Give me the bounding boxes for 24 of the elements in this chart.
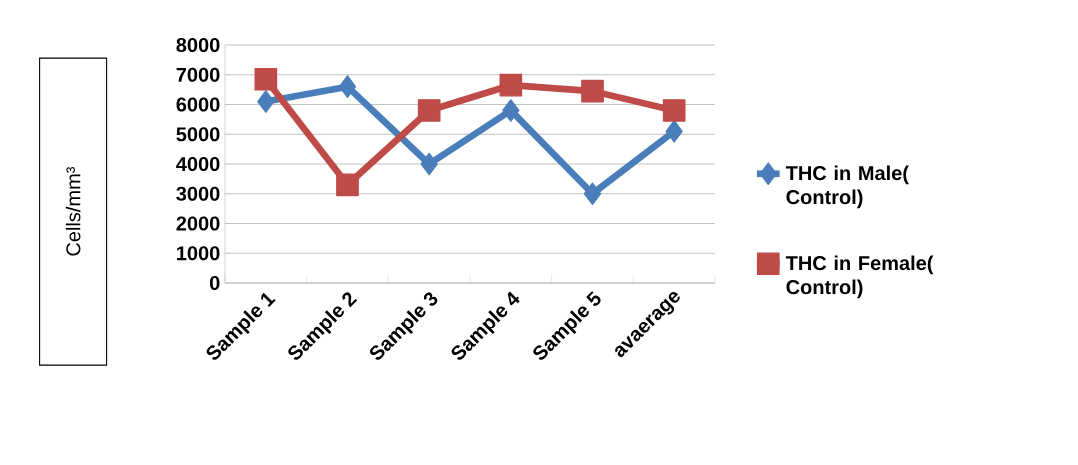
y-tick-label: 4000 xyxy=(176,156,220,172)
point xyxy=(502,99,520,122)
y-tick-label: 1000 xyxy=(177,246,220,261)
point xyxy=(336,173,359,197)
point xyxy=(420,152,438,176)
legend-label: THC in Male( Control) xyxy=(785,165,909,209)
point xyxy=(254,67,278,91)
point xyxy=(665,119,683,143)
legend-label: THC in Female( Control) xyxy=(785,255,934,299)
point xyxy=(257,90,275,113)
y-tick-label: 8000 xyxy=(176,37,220,53)
point xyxy=(417,99,441,122)
y-tick-label: 6000 xyxy=(176,97,220,112)
point xyxy=(338,75,357,98)
point xyxy=(499,73,523,97)
y-tick-label: 5000 xyxy=(176,127,220,142)
y-axis-title: Cells/mm³ xyxy=(65,167,81,256)
y-tick-label: 2000 xyxy=(176,216,220,231)
point xyxy=(583,182,602,206)
y-tick-label: 3000 xyxy=(176,186,220,201)
y-tick-label: 7000 xyxy=(176,67,220,82)
y-tick-label: 0 xyxy=(209,275,220,291)
point xyxy=(662,99,686,122)
point xyxy=(581,79,604,103)
